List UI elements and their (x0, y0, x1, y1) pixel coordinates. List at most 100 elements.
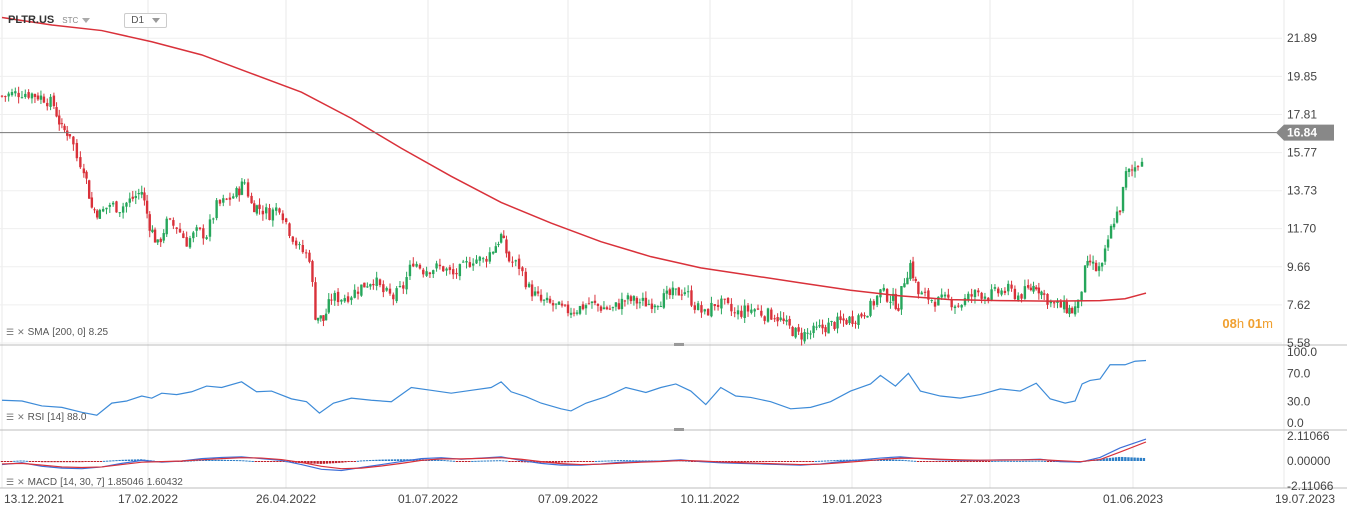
candle (554, 303, 558, 305)
countdown-minutes: 01 (1247, 316, 1263, 331)
candle (680, 294, 684, 296)
macd-histogram-bar (793, 461, 796, 462)
candle (882, 287, 885, 291)
macd-histogram-bar (112, 460, 115, 462)
candle (1065, 301, 1069, 314)
macd-histogram-bar (331, 461, 335, 464)
candle (953, 306, 957, 309)
macd-histogram-bar (71, 461, 75, 463)
candle (1049, 300, 1053, 304)
macd-histogram-bar (232, 460, 236, 462)
macd-histogram-bar (839, 459, 842, 461)
macd-histogram-bar (777, 461, 780, 462)
macd-histogram-bar (205, 459, 208, 461)
macd-histogram-bar (616, 460, 620, 462)
macd-histogram-bar (372, 459, 375, 461)
macd-histogram-bar (13, 460, 16, 462)
macd-histogram-bar (728, 461, 731, 462)
candle (967, 293, 970, 300)
instrument-type-dropdown[interactable]: STC (62, 16, 91, 25)
candle (1042, 293, 1046, 295)
candle (442, 266, 445, 272)
macd-histogram-bar (313, 461, 316, 464)
macd-histogram-bar (619, 460, 623, 462)
candle (1068, 307, 1071, 314)
candle (36, 95, 40, 100)
pane-resize-handle (674, 428, 684, 431)
macd-histogram-bar (390, 459, 394, 461)
macd-histogram-bar (780, 461, 784, 462)
macd-histogram-bar (369, 460, 372, 462)
candle (542, 299, 546, 301)
macd-name: MACD (27, 477, 58, 488)
candle (156, 239, 159, 243)
rsi-indicator-label[interactable]: ☰ ✕ RSI [14] 88.0 (6, 412, 86, 423)
y-tick-label: 11.70 (1287, 222, 1316, 236)
candle (505, 239, 508, 254)
macd-histogram-bar (997, 460, 1000, 462)
candle (973, 290, 977, 298)
candle (683, 292, 687, 295)
macd-histogram-bar (248, 460, 251, 462)
candle (818, 325, 821, 327)
macd-histogram-bar (879, 459, 883, 461)
candle (746, 305, 750, 312)
candle (957, 305, 960, 307)
close-icon[interactable]: ✕ (17, 477, 25, 487)
macd-histogram-bar (786, 461, 790, 462)
close-icon[interactable]: ✕ (17, 327, 25, 337)
candle (1115, 211, 1119, 223)
candle (551, 303, 555, 306)
countdown-m-unit: m (1262, 316, 1273, 331)
indicator-settings-icon[interactable]: ☰ (6, 412, 15, 422)
candle (629, 296, 633, 302)
macd-histogram-bar (746, 461, 749, 462)
candle (175, 227, 178, 229)
candle (788, 318, 791, 326)
macd-histogram-bar (935, 461, 938, 462)
candle (599, 306, 603, 311)
countdown-hours: 08 (1222, 316, 1237, 331)
candle (906, 277, 909, 285)
macd-histogram-bar (1105, 458, 1108, 461)
candle (766, 308, 770, 322)
close-icon[interactable]: ✕ (17, 412, 25, 422)
candle (1124, 171, 1128, 188)
timeframe-dropdown[interactable]: D1 (124, 12, 168, 28)
candle (455, 272, 458, 275)
indicator-settings-icon[interactable]: ☰ (6, 477, 15, 487)
candle (836, 316, 839, 329)
candle (596, 303, 600, 306)
candle (530, 284, 534, 297)
candle (937, 296, 940, 306)
macd-histogram-bar (805, 461, 808, 462)
candle (485, 258, 488, 262)
candle (647, 303, 651, 305)
macd-histogram-bar (87, 461, 90, 462)
candle (891, 293, 895, 301)
macd-histogram-bar (774, 461, 777, 462)
macd-indicator-label[interactable]: ☰ ✕ MACD [14, 30, 7] 1.85046 1.60432 (6, 477, 183, 488)
macd-histogram-bar (239, 460, 242, 462)
macd-signal-line (1, 441, 1147, 470)
candle (412, 263, 415, 267)
timeframe-label: D1 (131, 14, 145, 26)
symbol-label[interactable]: PLTR.US (8, 14, 55, 26)
candle (587, 303, 591, 305)
candle (232, 196, 235, 199)
macd-histogram-bar (972, 461, 975, 462)
macd-histogram-bar (508, 461, 511, 462)
candle (1046, 293, 1049, 305)
candle (1056, 301, 1059, 304)
macd-histogram-bar (953, 461, 957, 462)
candle (993, 287, 997, 289)
candle (438, 264, 442, 267)
candle (584, 305, 588, 309)
sma-indicator-label[interactable]: ☰ ✕ SMA [200, 0] 8.25 (6, 327, 108, 338)
candle (60, 123, 64, 125)
candle (494, 246, 498, 253)
indicator-settings-icon[interactable]: ☰ (6, 327, 15, 337)
candle (172, 220, 175, 226)
candle (475, 259, 478, 264)
